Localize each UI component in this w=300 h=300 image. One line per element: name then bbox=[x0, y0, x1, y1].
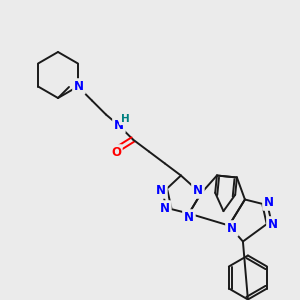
Text: N: N bbox=[74, 80, 84, 93]
Text: N: N bbox=[160, 202, 170, 215]
Text: N: N bbox=[114, 119, 124, 132]
Text: N: N bbox=[227, 222, 237, 235]
Text: N: N bbox=[156, 184, 166, 197]
Text: N: N bbox=[268, 218, 278, 231]
Text: O: O bbox=[111, 146, 121, 159]
Text: H: H bbox=[121, 113, 129, 124]
Text: N: N bbox=[264, 196, 274, 209]
Text: N: N bbox=[184, 211, 194, 224]
Text: N: N bbox=[193, 184, 203, 197]
